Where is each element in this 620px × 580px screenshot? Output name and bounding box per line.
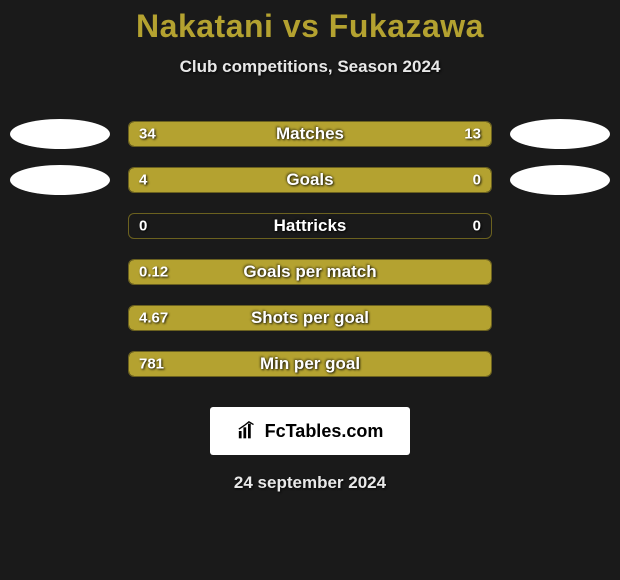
stat-bar-left (129, 260, 491, 284)
logo-box: FcTables.com (210, 407, 410, 455)
stat-bar-right (408, 168, 491, 192)
page-title: Nakatani vs Fukazawa (0, 8, 620, 45)
stat-row: Goals40 (0, 157, 620, 203)
stat-bar-track: Goals40 (128, 167, 492, 193)
stat-bar-track: Matches3413 (128, 121, 492, 147)
stat-bar-left (129, 352, 491, 376)
stat-row: Matches3413 (0, 111, 620, 157)
stat-label: Hattricks (129, 216, 491, 236)
stat-bar-right (390, 122, 491, 146)
stat-row: Hattricks0 0 (0, 203, 620, 249)
stat-bar-track: Hattricks0 0 (128, 213, 492, 239)
stat-value-right: 0 (473, 218, 481, 235)
stat-row: Shots per goal4.67 (0, 295, 620, 341)
stat-row: Goals per match0.12 (0, 249, 620, 295)
chart-icon (237, 420, 259, 442)
stat-bar-left (129, 168, 408, 192)
stat-bar-left (129, 306, 491, 330)
stat-rows: Matches3413 Goals40 Hattricks0 0 Goals per m… (0, 111, 620, 387)
stat-bar-left (129, 122, 390, 146)
comparison-card: Nakatani vs Fukazawa Club competitions, … (0, 0, 620, 493)
stat-bar-track: Goals per match0.12 (128, 259, 492, 285)
stat-value-left: 0 (139, 218, 147, 235)
player-avatar-right (510, 165, 610, 195)
stat-row: Min per goal781 (0, 341, 620, 387)
logo: FcTables.com (237, 420, 384, 442)
subtitle: Club competitions, Season 2024 (0, 57, 620, 77)
stat-bar-track: Shots per goal4.67 (128, 305, 492, 331)
logo-text: FcTables.com (265, 421, 384, 442)
player-avatar-left (10, 119, 110, 149)
player-avatar-right (510, 119, 610, 149)
player-avatar-left (10, 165, 110, 195)
date-label: 24 september 2024 (0, 473, 620, 493)
stat-bar-track: Min per goal781 (128, 351, 492, 377)
